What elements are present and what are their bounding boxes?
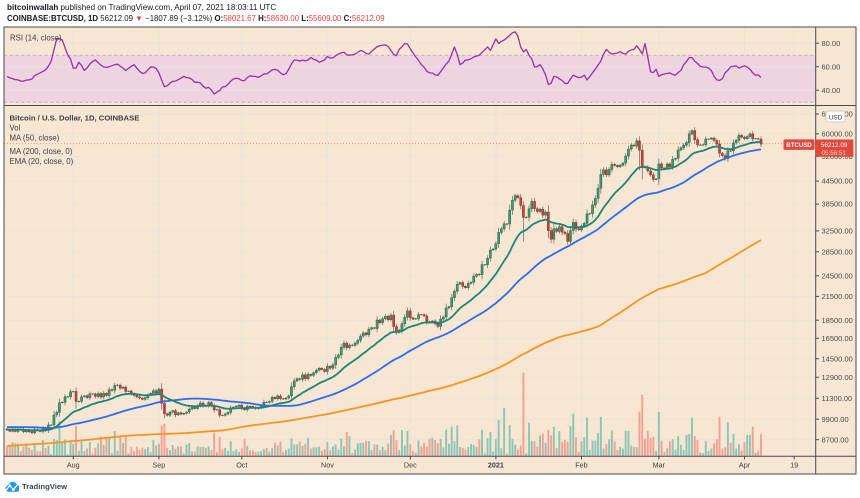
- svg-text:12900.00: 12900.00: [822, 373, 853, 382]
- svg-text:19: 19: [790, 461, 798, 470]
- svg-text:60000.00: 60000.00: [822, 129, 853, 138]
- svg-text:BTCUSD: BTCUSD: [786, 142, 812, 149]
- svg-text:80.00: 80.00: [822, 39, 841, 48]
- svg-text:8700.00: 8700.00: [822, 435, 849, 444]
- svg-text:Apr: Apr: [739, 461, 751, 470]
- svg-text:38500.00: 38500.00: [822, 200, 853, 209]
- svg-text:56212.09: 56212.09: [821, 142, 848, 149]
- svg-text:Vol: Vol: [10, 124, 21, 133]
- svg-text:Oct: Oct: [236, 461, 247, 470]
- svg-text:9900.00: 9900.00: [822, 415, 849, 424]
- svg-text:16500.00: 16500.00: [822, 334, 853, 343]
- svg-text:RSI (14, close): RSI (14, close): [10, 34, 62, 43]
- svg-text:Feb: Feb: [575, 461, 587, 470]
- svg-text:18500.00: 18500.00: [822, 316, 853, 325]
- svg-text:USD: USD: [829, 115, 843, 122]
- svg-text:Dec: Dec: [404, 461, 417, 470]
- svg-text:05:56:51: 05:56:51: [822, 150, 847, 157]
- svg-text:60.00: 60.00: [822, 62, 841, 71]
- svg-text:21500.00: 21500.00: [822, 292, 853, 301]
- svg-text:MA (50, close): MA (50, close): [10, 134, 60, 143]
- svg-text:2021: 2021: [488, 461, 504, 470]
- svg-text:Bitcoin / U.S. Dollar, 1D, COI: Bitcoin / U.S. Dollar, 1D, COINBASE: [10, 113, 140, 122]
- svg-text:EMA (20, close, 0): EMA (20, close, 0): [10, 157, 74, 166]
- svg-text:Nov: Nov: [321, 461, 334, 470]
- svg-text:Sep: Sep: [153, 461, 166, 470]
- svg-text:Aug: Aug: [67, 461, 80, 470]
- svg-text:Mar: Mar: [653, 461, 666, 470]
- svg-text:44500.00: 44500.00: [822, 177, 853, 186]
- svg-text:28500.00: 28500.00: [822, 247, 853, 256]
- svg-text:32500.00: 32500.00: [822, 227, 853, 236]
- svg-text:14500.00: 14500.00: [822, 354, 853, 363]
- svg-text:11300.00: 11300.00: [822, 394, 853, 403]
- svg-text:24500.00: 24500.00: [822, 271, 853, 280]
- svg-text:40.00: 40.00: [822, 86, 841, 95]
- svg-text:MA (200, close, 0): MA (200, close, 0): [10, 147, 73, 156]
